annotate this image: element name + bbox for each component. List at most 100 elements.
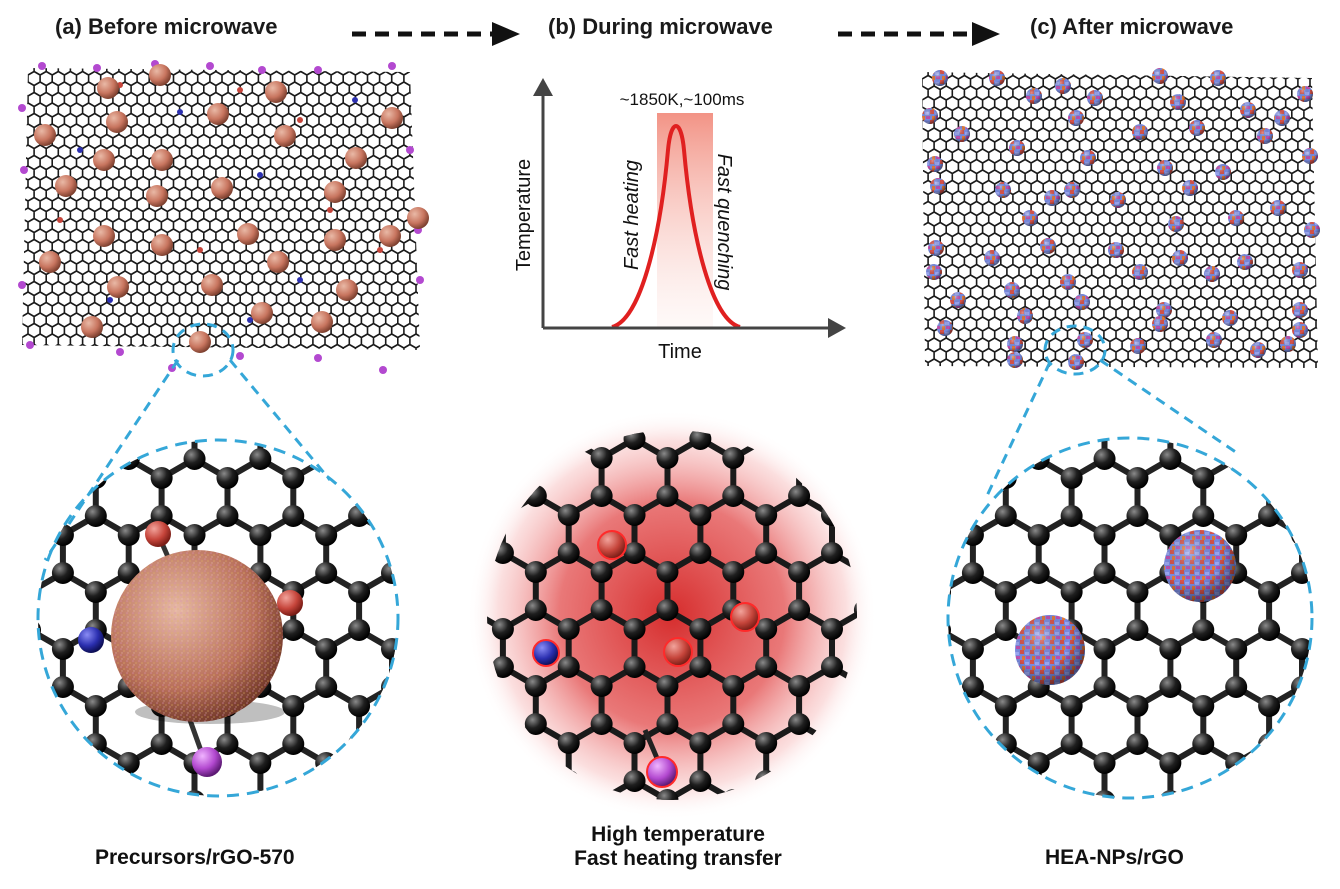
heated-halide-atom <box>646 756 678 788</box>
hea-nanoparticles <box>922 68 1320 370</box>
carbon-atom <box>426 656 448 678</box>
carbon-atom <box>590 485 613 507</box>
precursor-particle <box>207 103 229 125</box>
carbon-atom <box>1060 505 1083 527</box>
carbon-atom <box>315 752 338 774</box>
carbon-atom <box>1028 410 1050 432</box>
carbon-atom <box>480 467 502 489</box>
carbon-atom <box>887 732 909 754</box>
carbon-atom <box>1192 467 1215 489</box>
carbon-atom <box>1192 809 1214 831</box>
precursor-particle <box>93 225 115 247</box>
carbon-atom <box>0 448 8 470</box>
carbon-atom <box>447 752 469 774</box>
zoom-circle-c <box>946 436 1314 800</box>
carbon-atom <box>623 770 646 792</box>
carbon-atom <box>920 827 942 849</box>
metal-salt-atom <box>145 521 171 547</box>
carbon-atom <box>426 542 448 564</box>
carbon-atom <box>557 618 580 640</box>
carbon-atom <box>249 524 272 546</box>
carbon-atom <box>150 733 173 755</box>
carbon-atom <box>38 505 41 527</box>
carbon-atom <box>1159 752 1182 774</box>
carbon-atom <box>1258 581 1281 603</box>
carbon-atom <box>348 467 371 489</box>
precursor-particle <box>151 234 173 256</box>
carbon-atom <box>755 542 778 564</box>
carbon-atom <box>590 713 613 735</box>
carbon-atom <box>1192 505 1215 527</box>
carbon-atom <box>315 790 338 796</box>
carbon-atom <box>1290 448 1312 470</box>
carbon-atom <box>1290 562 1312 584</box>
carbon-atom <box>689 390 711 412</box>
carbon-atom <box>414 467 436 489</box>
carbon-atom <box>1192 619 1215 641</box>
carbon-atom <box>315 676 338 698</box>
carbon-atom <box>1159 448 1182 470</box>
halide-atom <box>18 104 26 112</box>
carbon-atom <box>414 581 436 603</box>
carbon-atom <box>1093 638 1116 660</box>
halide-atom <box>26 341 34 349</box>
carbon-atom <box>380 638 398 660</box>
carbon-atom <box>447 790 469 812</box>
carbon-atom <box>282 809 304 831</box>
carbon-atom <box>38 695 41 717</box>
carbon-atom <box>994 581 1017 603</box>
heated-metal-atom <box>597 530 627 560</box>
carbon-atom <box>1258 809 1280 831</box>
carbon-atom <box>525 827 547 849</box>
carbon-atom <box>426 390 448 412</box>
carbon-atom <box>348 391 370 413</box>
carbon-atom <box>414 733 436 755</box>
precursor-particle <box>267 251 289 273</box>
carbon-atom <box>282 467 305 489</box>
peak-label: ~1850K,~100ms <box>620 90 745 109</box>
precursor-particle <box>211 177 233 199</box>
carbon-atom <box>414 619 436 641</box>
carbon-atom <box>755 390 777 412</box>
carbon-atom <box>1126 391 1148 413</box>
carbon-atom <box>1126 619 1149 641</box>
carbon-atom <box>1159 676 1182 698</box>
carbon-atom <box>962 410 984 432</box>
halide-atom <box>388 62 396 70</box>
carbon-atom <box>1324 619 1340 641</box>
carbon-atom <box>656 447 679 469</box>
carbon-atom <box>994 505 1017 527</box>
carbon-atom <box>1126 809 1148 831</box>
carbon-atom <box>216 809 238 831</box>
precursor-particle <box>39 251 61 273</box>
carbon-atom <box>315 410 337 432</box>
carbon-atom <box>1324 505 1340 527</box>
carbon-atom <box>426 428 448 450</box>
carbon-atom <box>689 770 712 792</box>
carbon-atom <box>524 713 547 735</box>
carbon-atom <box>426 504 448 526</box>
carbon-atom <box>184 410 206 432</box>
precursor-particle <box>149 64 171 86</box>
carbon-atom <box>51 790 74 796</box>
carbon-atom <box>84 581 107 603</box>
fall-label: Fast quenching <box>713 154 735 291</box>
carbon-atom <box>853 789 857 800</box>
halide-atom <box>18 281 26 289</box>
carbon-atom <box>896 752 918 774</box>
carbon-atom <box>656 485 679 507</box>
carbon-atom <box>249 410 271 432</box>
carbon-atom <box>591 371 613 393</box>
carbon-atom <box>19 391 41 413</box>
carbon-atom <box>348 809 370 831</box>
carbon-atom <box>315 638 338 660</box>
carbon-atom <box>380 752 398 774</box>
carbon-atom <box>1093 676 1116 698</box>
carbon-atom <box>920 599 942 621</box>
temperature-curve <box>611 124 741 329</box>
carbon-atom <box>896 562 918 584</box>
carbon-atom <box>0 562 8 584</box>
carbon-atom <box>1126 695 1149 717</box>
carbon-atom <box>491 656 514 678</box>
carbon-atom <box>854 827 876 849</box>
